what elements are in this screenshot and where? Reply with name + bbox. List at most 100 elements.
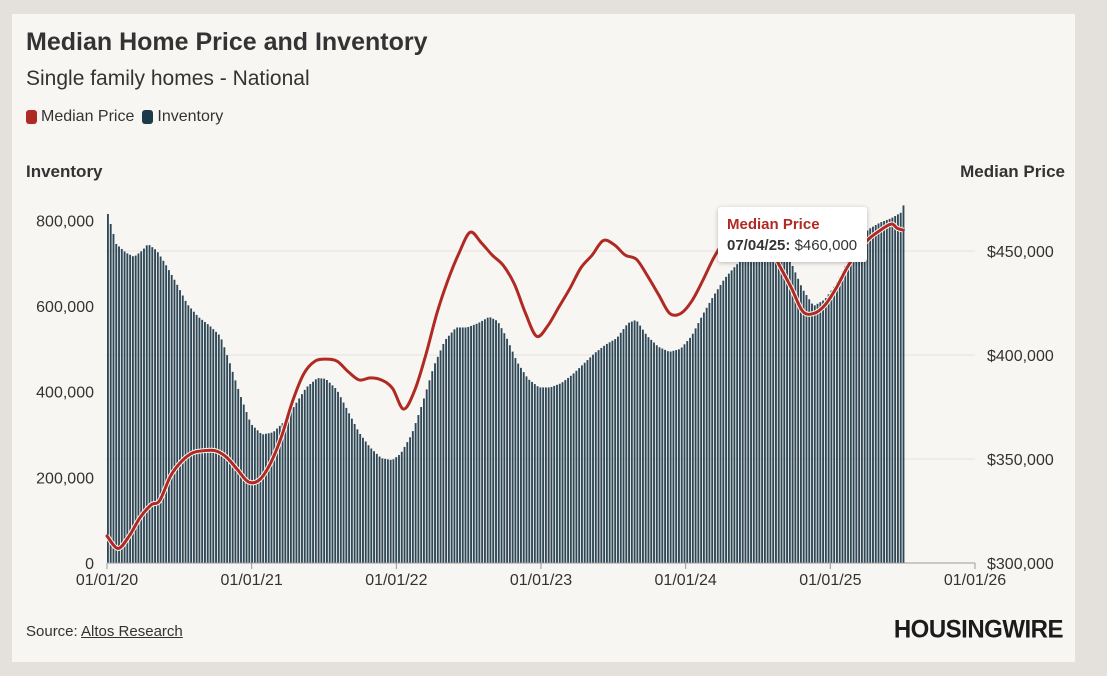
inventory-bar[interactable] xyxy=(816,303,819,563)
inventory-bar[interactable] xyxy=(722,280,725,563)
inventory-bar[interactable] xyxy=(206,324,209,563)
inventory-bar[interactable] xyxy=(597,350,600,563)
inventory-bar[interactable] xyxy=(162,260,165,563)
inventory-bar[interactable] xyxy=(483,319,486,563)
inventory-bar[interactable] xyxy=(295,402,298,563)
inventory-bar[interactable] xyxy=(758,243,761,563)
inventory-bar[interactable] xyxy=(367,445,370,563)
inventory-bar[interactable] xyxy=(373,451,375,563)
inventory-bar[interactable] xyxy=(107,213,109,564)
inventory-bar[interactable] xyxy=(453,329,456,563)
inventory-bar[interactable] xyxy=(398,455,400,563)
inventory-bar[interactable] xyxy=(589,357,592,563)
inventory-bar[interactable] xyxy=(838,277,841,563)
inventory-bar[interactable] xyxy=(891,217,894,564)
inventory-bar[interactable] xyxy=(655,345,658,563)
inventory-bar[interactable] xyxy=(813,305,816,563)
inventory-bar[interactable] xyxy=(558,383,561,563)
inventory-bar[interactable] xyxy=(134,255,137,563)
inventory-bar[interactable] xyxy=(417,415,420,563)
inventory-bar[interactable] xyxy=(872,226,874,563)
inventory-bar[interactable] xyxy=(700,317,703,563)
inventory-bar[interactable] xyxy=(276,428,278,563)
inventory-bar[interactable] xyxy=(359,433,362,563)
inventory-bar[interactable] xyxy=(170,274,173,563)
inventory-bar[interactable] xyxy=(420,407,423,563)
inventory-bar[interactable] xyxy=(572,373,575,563)
inventory-bar[interactable] xyxy=(866,230,869,563)
inventory-bar[interactable] xyxy=(237,388,240,563)
inventory-bar[interactable] xyxy=(145,245,148,563)
inventory-bar[interactable] xyxy=(301,394,303,563)
inventory-bar[interactable] xyxy=(192,311,195,563)
inventory-bar[interactable] xyxy=(691,333,694,563)
inventory-bar[interactable] xyxy=(159,256,162,563)
inventory-bar[interactable] xyxy=(733,267,736,563)
inventory-bar[interactable] xyxy=(173,279,176,563)
inventory-bar[interactable] xyxy=(442,343,445,563)
inventory-bar[interactable] xyxy=(550,386,553,563)
inventory-bar[interactable] xyxy=(833,286,836,563)
inventory-bar[interactable] xyxy=(259,433,262,563)
inventory-bar[interactable] xyxy=(273,431,276,563)
inventory-bar[interactable] xyxy=(434,363,436,563)
inventory-bar[interactable] xyxy=(711,298,714,563)
inventory-bar[interactable] xyxy=(384,458,387,563)
inventory-bar[interactable] xyxy=(154,249,156,563)
inventory-bar[interactable] xyxy=(666,351,669,563)
inventory-bar[interactable] xyxy=(556,384,558,563)
inventory-bar[interactable] xyxy=(750,250,752,564)
inventory-bar[interactable] xyxy=(345,407,348,563)
inventory-bar[interactable] xyxy=(251,424,254,563)
inventory-bar[interactable] xyxy=(115,243,118,563)
inventory-bar[interactable] xyxy=(356,429,359,563)
inventory-bar[interactable] xyxy=(195,314,198,563)
inventory-bar[interactable] xyxy=(683,344,686,563)
inventory-bar[interactable] xyxy=(140,251,143,563)
inventory-bar[interactable] xyxy=(109,223,112,563)
inventory-bar[interactable] xyxy=(362,437,364,563)
inventory-bar[interactable] xyxy=(802,290,805,563)
inventory-bar[interactable] xyxy=(411,431,414,563)
inventory-bar[interactable] xyxy=(622,329,625,563)
inventory-bar[interactable] xyxy=(567,377,570,563)
inventory-bar[interactable] xyxy=(689,337,691,563)
inventory-bar[interactable] xyxy=(481,320,484,563)
inventory-bar[interactable] xyxy=(611,340,614,563)
inventory-bar[interactable] xyxy=(539,387,542,563)
inventory-bar[interactable] xyxy=(725,276,728,563)
inventory-bar[interactable] xyxy=(284,419,287,563)
inventory-bar[interactable] xyxy=(791,265,794,563)
inventory-bar[interactable] xyxy=(370,448,373,563)
inventory-bar[interactable] xyxy=(752,248,755,563)
source-link[interactable]: Altos Research xyxy=(81,623,183,640)
inventory-bar[interactable] xyxy=(131,256,134,563)
inventory-bar[interactable] xyxy=(439,350,442,563)
inventory-bar[interactable] xyxy=(578,368,581,563)
inventory-bar[interactable] xyxy=(289,411,292,563)
inventory-bar[interactable] xyxy=(603,345,606,563)
inventory-bar[interactable] xyxy=(281,423,284,563)
inventory-bar[interactable] xyxy=(112,233,115,564)
inventory-bar[interactable] xyxy=(650,339,653,563)
inventory-bar[interactable] xyxy=(858,238,861,564)
inventory-bar[interactable] xyxy=(741,258,744,563)
inventory-bar[interactable] xyxy=(694,328,697,563)
inventory-bar[interactable] xyxy=(547,387,550,563)
inventory-bar[interactable] xyxy=(830,290,833,563)
inventory-bar[interactable] xyxy=(630,321,633,563)
inventory-bar[interactable] xyxy=(716,289,719,563)
inventory-bar[interactable] xyxy=(575,370,578,563)
inventory-bar[interactable] xyxy=(240,397,242,563)
inventory-bar[interactable] xyxy=(658,347,661,563)
inventory-bar[interactable] xyxy=(680,347,683,563)
inventory-bar[interactable] xyxy=(303,389,306,563)
inventory-bar[interactable] xyxy=(353,423,356,563)
inventory-bar[interactable] xyxy=(805,295,808,563)
inventory-bar[interactable] xyxy=(528,379,531,563)
inventory-bar[interactable] xyxy=(323,378,326,563)
inventory-bar[interactable] xyxy=(755,245,758,563)
inventory-bar[interactable] xyxy=(874,225,877,563)
inventory-bar[interactable] xyxy=(788,259,791,563)
inventory-bar[interactable] xyxy=(425,389,428,563)
